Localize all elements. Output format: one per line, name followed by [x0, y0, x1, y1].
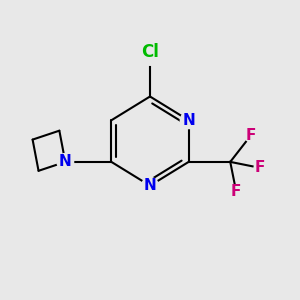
Text: N: N [144, 178, 156, 193]
Text: N: N [182, 113, 195, 128]
Text: N: N [59, 154, 72, 169]
Text: F: F [246, 128, 256, 142]
Text: F: F [231, 184, 242, 199]
Text: F: F [255, 160, 265, 175]
Text: Cl: Cl [141, 43, 159, 61]
Circle shape [142, 177, 158, 194]
Circle shape [180, 112, 197, 129]
Circle shape [57, 154, 74, 170]
